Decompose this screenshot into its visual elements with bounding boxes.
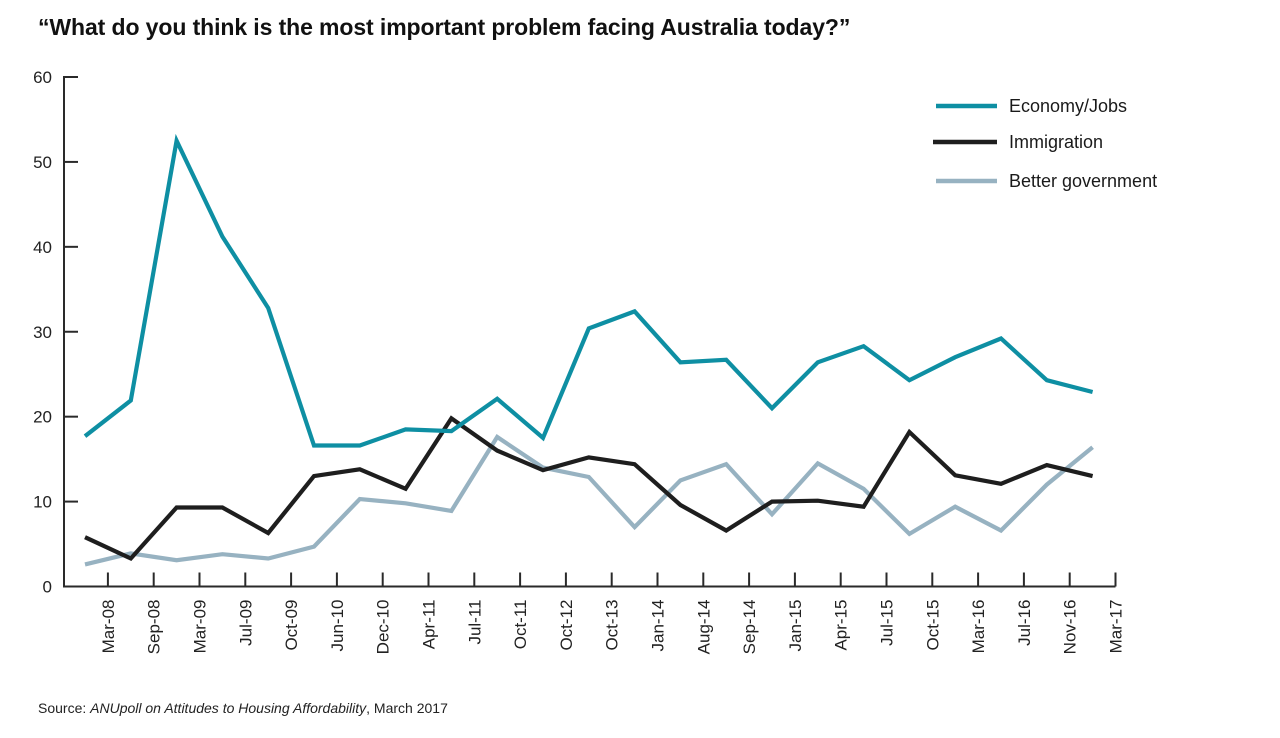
x-tick-label: Oct-12 [557, 600, 576, 651]
series-line [84, 415, 1094, 562]
x-tick-label: Nov-16 [1061, 600, 1080, 655]
x-tick-label: Jan-14 [649, 600, 668, 652]
y-tick-label: 30 [33, 323, 52, 342]
x-tick-label: Jul-16 [1015, 600, 1034, 646]
x-tick-label: Dec-10 [374, 600, 393, 655]
y-tick-label: 60 [33, 68, 52, 87]
legend-item: Economy/Jobs [936, 96, 1127, 116]
x-tick-label: Jul-09 [236, 600, 255, 646]
x-tick-label: Jul-11 [465, 600, 484, 645]
axes: 0 10 20 30 40 50 60 Mar-08 Sep-08 Mar-09 Jul-09 Oct… [33, 68, 1125, 654]
series-line [83, 133, 1094, 448]
source-note: Source: ANUpoll on Attitudes to Housing … [38, 700, 448, 716]
x-tick-label: Aug-14 [694, 600, 713, 655]
x-tick-label: Sep-14 [740, 600, 759, 655]
x-tick-label: Apr-15 [832, 600, 851, 651]
legend-item: Immigration [933, 132, 1103, 152]
legend-label: Better government [1009, 171, 1157, 191]
y-tick-label: 40 [33, 238, 52, 257]
x-tick-label: Mar-16 [969, 600, 988, 654]
x-tick-label: Apr-11 [420, 600, 439, 650]
chart-title: “What do you think is the most important… [38, 14, 851, 40]
series-layer [83, 133, 1094, 567]
x-tick-label: Oct-09 [282, 600, 301, 651]
y-tick-label: 20 [33, 408, 52, 427]
source-suffix: , March 2017 [366, 700, 448, 716]
series-better-government [84, 434, 1094, 567]
x-tick-label: Mar-09 [191, 600, 210, 654]
x-tick-label: Mar-08 [99, 600, 118, 654]
x-tick-label: Jul-15 [878, 600, 897, 646]
x-tick-label: Jun-10 [328, 600, 347, 652]
legend: Economy/Jobs Immigration Better government [933, 96, 1157, 191]
source-publication: ANUpoll on Attitudes to Housing Affordab… [90, 700, 367, 716]
legend-label: Immigration [1009, 132, 1103, 152]
series-economy-jobs [83, 133, 1094, 448]
x-tick-label: Oct-11 [511, 600, 530, 650]
series-immigration [84, 415, 1094, 562]
source-prefix: Source: [38, 700, 91, 716]
legend-label: Economy/Jobs [1009, 96, 1127, 116]
x-tick-label: Sep-08 [145, 600, 164, 655]
x-tick-label: Jan-15 [786, 600, 805, 652]
y-tick-label: 10 [33, 493, 52, 512]
y-tick-label: 0 [43, 578, 52, 597]
x-tick-label: Mar-17 [1107, 600, 1126, 654]
legend-item: Better government [936, 171, 1157, 191]
x-tick-label: Oct-15 [923, 600, 942, 651]
y-tick-label: 50 [33, 153, 52, 172]
x-tick-label: Oct-13 [603, 600, 622, 651]
